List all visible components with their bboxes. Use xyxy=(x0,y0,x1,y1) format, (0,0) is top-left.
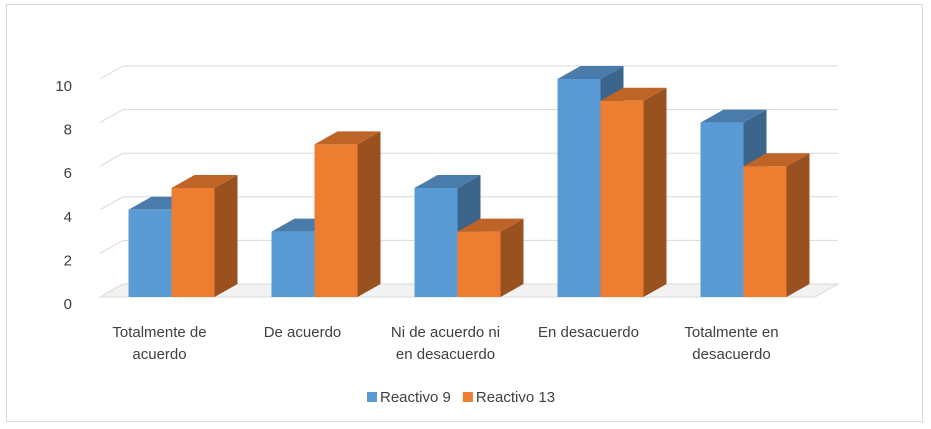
y-tick-label: 2 xyxy=(64,252,72,269)
x-tick-label: Ni de acuerdo ni en desacuerdo xyxy=(391,324,500,363)
bar-front xyxy=(743,166,787,297)
bar-top xyxy=(171,175,238,188)
x-tick-label: En desacuerdo xyxy=(538,324,639,341)
bar-side xyxy=(214,175,238,297)
bar-top xyxy=(700,109,767,123)
x-tick-label: De acuerdo xyxy=(264,324,342,341)
gridline-side xyxy=(99,239,124,254)
y-axis-ticks: 0 2 4 6 8 10 xyxy=(55,78,72,313)
legend-item: Reactivo 13 xyxy=(462,389,555,406)
x-tick-label: Totalmente de acuerdo xyxy=(112,324,206,363)
bar xyxy=(314,131,381,297)
bar-front xyxy=(600,100,644,297)
y-tick-label: 4 xyxy=(64,209,72,226)
bar xyxy=(743,153,810,297)
x-axis-labels: Totalmente de acuerdo De acuerdo Ni de acue… xyxy=(112,324,778,363)
bar-top xyxy=(414,175,481,188)
bar xyxy=(600,87,667,297)
bars xyxy=(128,66,810,297)
x-tick-label: Totalmente en desacuerdo xyxy=(684,324,778,363)
gridline-side xyxy=(99,65,124,80)
bar-front xyxy=(271,231,315,297)
bar-front xyxy=(128,209,172,297)
bar xyxy=(171,175,238,297)
y-tick-label: 6 xyxy=(64,165,72,182)
bar-front xyxy=(414,188,458,297)
bar-front xyxy=(700,122,744,297)
bar-front xyxy=(314,144,358,297)
bar-top xyxy=(457,218,524,232)
gridline-side xyxy=(99,109,124,124)
bar-top xyxy=(743,153,810,167)
legend-label: Reactivo 9 xyxy=(380,389,451,406)
bar-front xyxy=(557,79,601,297)
bar-side xyxy=(357,131,381,297)
y-tick-label: 10 xyxy=(55,78,72,95)
bar-side xyxy=(786,153,810,297)
legend-swatch xyxy=(462,392,473,402)
legend-label: Reactivo 13 xyxy=(476,389,555,406)
gridline-side xyxy=(99,152,124,167)
gridline-side xyxy=(99,196,124,211)
bar-side xyxy=(500,218,524,297)
bar-top xyxy=(557,66,624,79)
legend-item: Reactivo 9 xyxy=(367,389,451,406)
bar-top xyxy=(600,87,667,101)
bar-front xyxy=(457,231,501,297)
legend-swatch xyxy=(367,392,377,402)
bar-side xyxy=(643,87,667,297)
bar-top xyxy=(314,131,381,145)
legend: Reactivo 9 Reactivo 13 xyxy=(367,389,555,406)
bar-front xyxy=(171,188,215,297)
y-tick-label: 8 xyxy=(64,122,72,139)
y-tick-label: 0 xyxy=(64,296,72,313)
bar xyxy=(457,218,524,297)
